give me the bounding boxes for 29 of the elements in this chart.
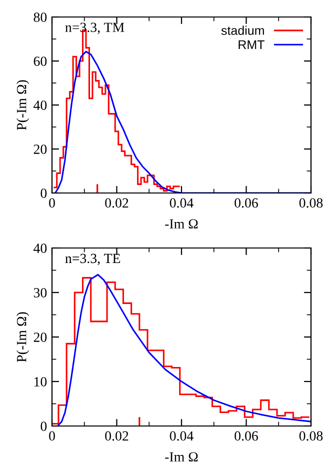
- annotation: n=3.3, TM: [65, 22, 124, 34]
- x-tick-label: 0.08: [299, 431, 323, 441]
- y-tick-label: 10: [34, 377, 47, 386]
- y-tick-label: 40: [34, 100, 47, 110]
- y-tick-label: 40: [34, 244, 47, 253]
- x-tick-label: 0.04: [170, 198, 194, 208]
- y-tick-label: 60: [34, 56, 47, 66]
- x-tick-label: 0.06: [234, 431, 258, 441]
- x-tick-label: 0: [49, 198, 55, 208]
- x-tick-label: 0.02: [105, 431, 128, 441]
- x-axis-title: -Im Ω: [165, 452, 198, 462]
- y-tick-label: 20: [34, 332, 47, 342]
- annotation: n=3.3, TE: [65, 254, 120, 266]
- y-axis-title: P(-Im Ω): [16, 312, 30, 362]
- x-axis-title: -Im Ω: [165, 219, 198, 228]
- line-series: [54, 50, 311, 193]
- x-tick-label: 0.04: [170, 431, 194, 441]
- legend-label: RMT: [238, 40, 264, 49]
- x-tick-label: 0.08: [299, 198, 323, 208]
- y-axis-title: P(-Im Ω): [16, 80, 30, 130]
- y-tick-label: 0: [40, 188, 47, 198]
- x-tick-label: 0.02: [105, 198, 128, 208]
- x-tick-label: 0.06: [234, 198, 258, 208]
- x-tick-label: 0: [49, 431, 55, 441]
- y-tick-label: 30: [34, 288, 47, 298]
- y-tick-label: 0: [40, 422, 47, 431]
- y-tick-label: 80: [34, 12, 47, 22]
- y-tick-label: 20: [34, 144, 47, 154]
- legend-label: stadium: [221, 26, 264, 35]
